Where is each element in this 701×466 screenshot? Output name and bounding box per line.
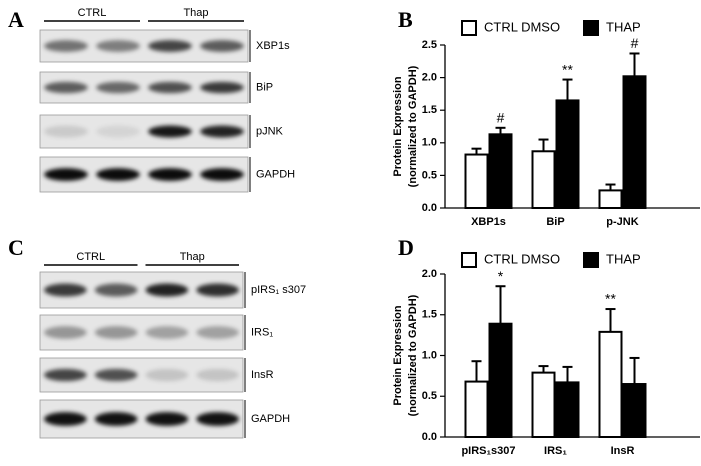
blot-band	[145, 326, 189, 339]
blot-row-label: GAPDH	[251, 413, 290, 425]
legend-swatch	[461, 20, 477, 36]
blot-band	[200, 40, 244, 52]
blot-band	[44, 283, 87, 297]
significance-mark: *	[498, 268, 504, 284]
blot-band	[196, 326, 239, 339]
bar	[531, 371, 556, 438]
legend-label: CTRL DMSO	[484, 251, 560, 266]
panel-label: C	[8, 235, 24, 260]
blot-band	[94, 368, 138, 382]
bar	[555, 99, 580, 209]
blot-row-label: BiP	[256, 81, 273, 93]
blot-band	[145, 368, 189, 382]
x-tick-label: IRS₁	[544, 445, 567, 457]
blot-band	[94, 412, 138, 426]
bar	[464, 153, 489, 209]
blot-row-label: InsR	[251, 369, 274, 381]
x-tick-label: InsR	[611, 445, 635, 457]
blot-band	[148, 168, 192, 181]
y-tick-label: 0.5	[422, 169, 437, 181]
y-tick-label: 1.0	[422, 349, 437, 361]
blot-band	[96, 81, 140, 94]
blot-row-label: XBP1s	[256, 40, 290, 52]
blot-group-label: Thap	[183, 7, 208, 19]
blot-row-label: pJNK	[256, 125, 284, 137]
bar	[555, 381, 580, 438]
blot-band	[96, 168, 140, 181]
y-axis-title: (normalized to GAPDH)	[407, 65, 419, 187]
legend-label: THAP	[606, 19, 641, 34]
blot-band	[96, 125, 140, 138]
panel-label: D	[398, 235, 414, 260]
y-tick-label: 1.5	[422, 104, 437, 116]
blot-band	[200, 81, 244, 94]
blot-band	[96, 40, 140, 52]
significance-mark: **	[562, 61, 573, 77]
bar	[598, 330, 623, 438]
panel-label: B	[398, 7, 413, 32]
y-tick-label: 1.0	[422, 137, 437, 149]
blot-band	[200, 125, 244, 138]
y-tick-label: 0.0	[422, 202, 437, 214]
blot-row-label: IRS₁	[251, 326, 273, 338]
bar	[598, 189, 623, 209]
significance-mark: #	[631, 35, 639, 51]
y-tick-label: 2.0	[422, 72, 437, 84]
bar	[531, 150, 556, 209]
panel-label: A	[8, 7, 24, 32]
blot-band	[148, 81, 192, 94]
legend-label: CTRL DMSO	[484, 19, 560, 34]
x-tick-label: XBP1s	[471, 216, 506, 228]
bar	[464, 380, 489, 438]
y-tick-label: 0.5	[422, 390, 437, 402]
blot-group-label: Thap	[180, 251, 205, 263]
y-tick-label: 1.5	[422, 309, 437, 321]
blot-band	[200, 168, 244, 181]
blot-band	[94, 326, 138, 339]
y-axis-title: Protein Expression	[392, 76, 404, 177]
blot-band	[196, 283, 239, 297]
blot-band	[148, 125, 192, 138]
blot-band	[145, 283, 189, 297]
blot-band	[148, 40, 192, 52]
blot-group-label: CTRL	[76, 251, 105, 263]
bar	[488, 322, 513, 438]
blot-band	[44, 40, 88, 52]
bar	[622, 75, 647, 209]
blot-row-label: pIRS₁ s307	[251, 284, 306, 296]
bar	[488, 133, 513, 210]
x-tick-label: BiP	[546, 216, 564, 228]
legend-swatch	[461, 252, 477, 268]
y-tick-label: 0.0	[422, 431, 437, 443]
blot-band	[44, 81, 88, 94]
blot-band	[196, 412, 239, 426]
blot-band	[44, 326, 87, 339]
legend-label: THAP	[606, 251, 641, 266]
legend-swatch	[583, 252, 599, 268]
blot-band	[94, 283, 138, 297]
y-axis-title: (normalized to GAPDH)	[407, 294, 419, 416]
significance-mark: #	[497, 110, 505, 126]
bar	[622, 383, 647, 438]
blot-band	[44, 412, 87, 426]
significance-mark: **	[605, 291, 616, 307]
blot-group-label: CTRL	[78, 7, 107, 19]
y-tick-label: 2.5	[422, 39, 437, 51]
x-tick-label: pIRS₁s307	[461, 445, 515, 457]
x-tick-label: p-JNK	[606, 216, 638, 228]
blot-band	[44, 168, 88, 181]
blot-band	[145, 412, 189, 426]
legend-swatch	[583, 20, 599, 36]
blot-band	[44, 125, 88, 138]
y-tick-label: 2.0	[422, 268, 437, 280]
y-axis-title: Protein Expression	[392, 305, 404, 406]
blot-row-label: GAPDH	[256, 168, 295, 180]
blot-band	[44, 368, 87, 382]
blot-band	[196, 368, 239, 382]
